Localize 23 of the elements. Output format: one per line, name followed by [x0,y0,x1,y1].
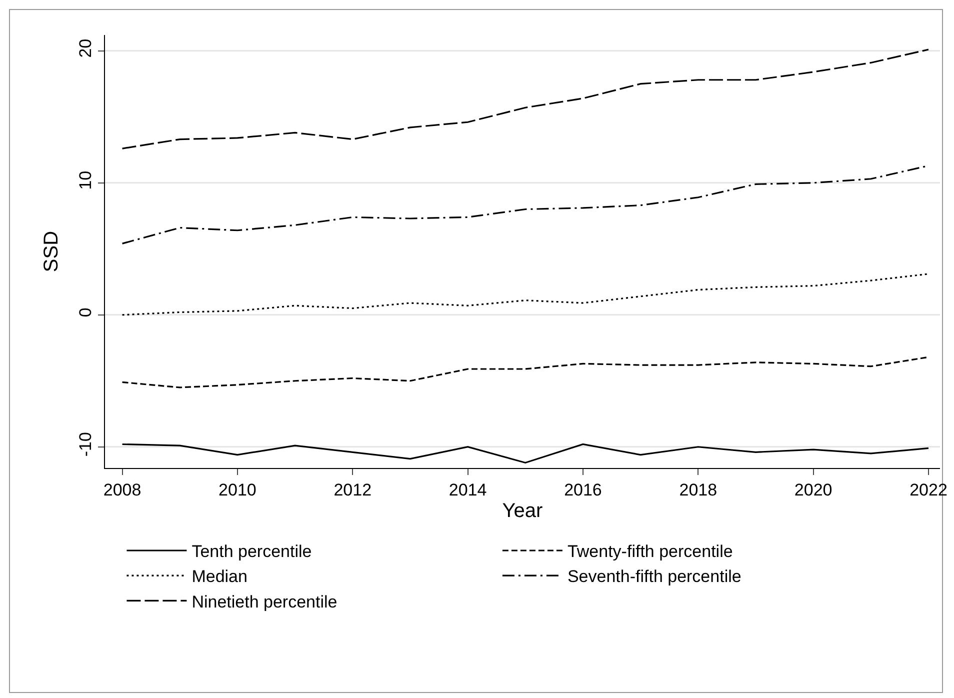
x-tick-label: 2016 [564,480,602,500]
x-tick-label: 2018 [679,480,718,500]
line-series [121,48,930,150]
y-tick-label: 20 [76,38,96,58]
x-tick-label: 2010 [218,480,256,500]
legend-label: Seventh-fifth percentile [567,567,742,586]
legend-label: Tenth percentile [192,542,312,562]
legend-label: Median [192,567,248,586]
y-tick-label: 10 [76,170,96,190]
x-tick-label: 2022 [910,480,948,500]
line-series [121,443,930,464]
y-axis-title: SSD [40,230,63,272]
x-axis-title: Year [502,500,544,522]
y-tick-label: -10 [76,432,96,457]
x-tick-label: 2014 [448,480,487,500]
x-tick-label: 2008 [103,480,142,500]
x-tick-label: 2020 [794,480,832,500]
line-series [121,273,930,316]
y-tick-label: 0 [76,308,96,318]
x-tick-label: 2012 [334,480,372,500]
legend-label: Twenty-fifth percentile [567,542,733,562]
line-series [121,356,930,388]
legend-label: Ninetieth percentile [192,592,338,612]
